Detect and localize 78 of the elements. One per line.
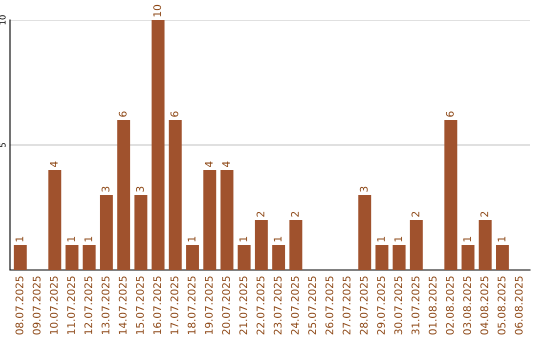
data-label: 4 (50, 161, 58, 167)
bar (410, 220, 423, 270)
x-tick-label: 10.07.2025 (50, 276, 58, 334)
x-tick-label: 25.07.2025 (308, 276, 316, 334)
data-label: 1 (84, 236, 92, 242)
data-label: 4 (222, 161, 230, 167)
data-label: 3 (360, 186, 368, 192)
x-tick-label: 20.07.2025 (222, 276, 230, 334)
bar (203, 170, 216, 270)
data-label: 1 (463, 236, 471, 242)
bar (152, 20, 165, 270)
data-label: 6 (170, 112, 178, 117)
x-tick-label: 17.07.2025 (170, 276, 178, 334)
data-label: 1 (498, 236, 506, 242)
bar (254, 220, 268, 270)
data-label: 2 (480, 212, 488, 217)
bar (272, 245, 286, 270)
data-label: 10 (153, 4, 162, 16)
x-tick-label: 26.07.2025 (325, 276, 334, 334)
x-tick-label: 28.07.2025 (360, 276, 368, 334)
data-label: 2 (256, 212, 264, 217)
x-tick-label: 12.07.2025 (84, 276, 92, 334)
bar (14, 245, 27, 270)
bar (375, 245, 388, 270)
x-tick-label: 05.08.2025 (498, 276, 506, 335)
x-tick-label: 21.07.2025 (239, 276, 248, 334)
x-tick-label: 14.07.2025 (118, 276, 127, 334)
x-tick-label: 06.08.2025 (514, 276, 523, 335)
data-label: 6 (118, 112, 127, 117)
x-tick-label: 15.07.2025 (136, 276, 144, 334)
x-tick-label: 09.07.2025 (32, 276, 41, 335)
data-label: 3 (102, 186, 110, 192)
data-label: 3 (136, 186, 144, 192)
x-tick-label: 08.07.2025 (15, 276, 24, 335)
data-label: 1 (188, 236, 196, 242)
x-tick-label: 04.08.2025 (480, 276, 488, 335)
bar (496, 245, 509, 270)
bar (66, 245, 78, 270)
x-tick-label: 27.07.2025 (342, 276, 351, 334)
data-label: 4 (205, 161, 213, 167)
data-label: 1 (67, 236, 75, 242)
x-tick-label: 02.08.2025 (446, 276, 454, 335)
bar (134, 195, 148, 270)
data-label: 6 (446, 112, 454, 117)
data-label: 1 (239, 236, 248, 242)
x-tick-label: 03.08.2025 (463, 276, 472, 335)
data-label: 1 (377, 236, 385, 242)
bar (220, 170, 234, 270)
x-tick-label: 11.07.2025 (67, 276, 76, 334)
bar (392, 245, 406, 270)
bar (168, 120, 182, 270)
bar (48, 170, 62, 270)
x-tick-label: 16.07.2025 (153, 276, 162, 334)
x-tick-label: 30.07.2025 (394, 276, 402, 334)
data-label: 1 (16, 236, 24, 242)
bar (238, 245, 251, 270)
x-tick-label: 22.07.2025 (256, 276, 264, 334)
bar (82, 245, 96, 270)
x-tick-label: 29.07.2025 (377, 276, 385, 334)
x-tick-label: 31.07.2025 (412, 276, 420, 334)
x-tick-label: 24.07.2025 (290, 276, 299, 334)
bar (186, 245, 199, 270)
bar (444, 120, 458, 270)
x-tick-label: 19.07.2025 (204, 276, 213, 334)
x-tick-label: 13.07.2025 (102, 276, 110, 334)
bar (358, 195, 372, 270)
data-label: 1 (274, 236, 282, 242)
data-label: 1 (394, 236, 402, 242)
bar (289, 220, 302, 270)
bar (478, 220, 492, 270)
data-label: 2 (290, 212, 299, 217)
x-tick-label: 23.07.2025 (274, 276, 282, 334)
x-tick-label: 01.08.2025 (428, 276, 437, 335)
x-tick-label: 18.07.2025 (188, 276, 196, 334)
data-label: 2 (412, 212, 420, 217)
bar (100, 195, 113, 270)
bar (462, 245, 474, 270)
bar (117, 120, 130, 270)
